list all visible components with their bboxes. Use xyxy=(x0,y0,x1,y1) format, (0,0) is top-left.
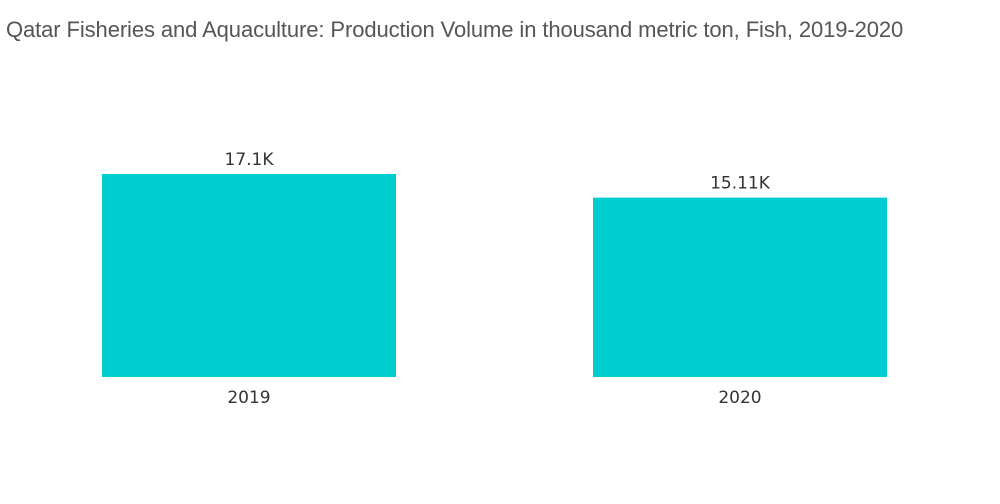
bars-layer xyxy=(102,174,887,377)
bar-2019 xyxy=(102,174,396,377)
bar-2020 xyxy=(593,197,887,377)
chart-title: Qatar Fisheries and Aquaculture: Product… xyxy=(6,17,904,42)
x-axis-tick-labels: 2019 2020 xyxy=(227,388,761,408)
data-label-2019: 17.1K xyxy=(225,150,275,170)
data-label-2020: 15.11K xyxy=(710,174,771,194)
data-labels-layer: 17.1K 15.11K xyxy=(225,150,771,194)
x-tick-label-2020: 2020 xyxy=(718,388,761,408)
x-tick-label-2019: 2019 xyxy=(227,388,270,408)
